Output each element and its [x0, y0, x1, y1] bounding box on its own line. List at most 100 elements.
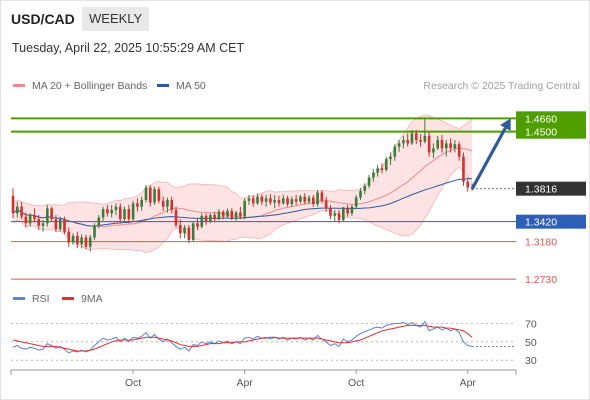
candle-body: [363, 185, 367, 191]
candle-body: [367, 177, 371, 186]
candle-body: [414, 133, 418, 140]
candle-body: [239, 212, 242, 217]
candle-body: [76, 235, 79, 245]
candle-body: [24, 216, 28, 224]
candle-body: [123, 209, 126, 220]
rsi-ma-swatch: [62, 296, 74, 300]
candle-body: [453, 144, 457, 149]
candle-body: [209, 215, 212, 222]
candle-body: [277, 200, 281, 204]
candle-body: [41, 223, 45, 226]
candle-body: [281, 198, 285, 204]
candle-body: [346, 208, 349, 214]
timestamp: Tuesday, April 22, 2025 10:55:29 AM CET: [12, 41, 245, 55]
candle-body: [157, 189, 161, 201]
candle-body: [20, 206, 23, 217]
candle-body: [63, 219, 66, 232]
candle-body: [406, 140, 409, 144]
candle-body: [93, 225, 96, 238]
rsi-tick-1: 50: [525, 337, 537, 349]
candle-body: [88, 237, 92, 247]
candle-body: [393, 146, 397, 157]
rsi-swatch: [13, 296, 25, 300]
x-tick-label-3: Apr: [460, 377, 477, 389]
candle-body: [58, 219, 62, 230]
candle-body: [204, 215, 208, 222]
candle-body: [372, 172, 375, 178]
candle-body: [457, 144, 461, 157]
candle-body: [118, 206, 122, 220]
candle-body: [230, 210, 234, 219]
candle-body: [440, 140, 444, 149]
x-tick-label-1: Apr: [236, 377, 253, 389]
level-label-5: 1.2730: [525, 274, 557, 286]
candle-body: [389, 156, 392, 160]
candle-body: [37, 219, 41, 226]
candle-body: [380, 168, 384, 170]
candle-body: [402, 140, 405, 144]
candle-body: [273, 200, 276, 203]
candle-body: [131, 203, 135, 220]
candle-body: [140, 200, 143, 207]
candle-body: [243, 200, 246, 217]
candle-body: [290, 199, 294, 205]
level-label-box-1: [516, 124, 586, 139]
candle-body: [170, 200, 174, 210]
level-label-box-3: [516, 214, 586, 229]
ma50-swatch: [157, 83, 169, 87]
candle-body: [247, 198, 251, 201]
candle-body: [307, 197, 311, 202]
candle-body: [376, 168, 379, 173]
x-tick-label-2: Oct: [348, 377, 364, 389]
candle-body: [110, 210, 113, 214]
candle-body: [312, 197, 315, 205]
candle-body: [183, 227, 186, 234]
level-label-box-2: [516, 181, 586, 196]
candle-body: [337, 213, 341, 220]
candle-body: [432, 148, 435, 153]
bollinger-band: [13, 114, 473, 253]
candle-body: [179, 225, 182, 234]
candle-body: [449, 143, 452, 149]
legend-ma20-label: MA 20 + Bollinger Bands: [32, 80, 148, 92]
legend-ma50-label: MA 50: [176, 80, 206, 92]
candle-body: [427, 135, 431, 153]
candle-body: [226, 210, 229, 217]
candle-body: [436, 140, 440, 149]
candle-body: [333, 213, 337, 216]
candle-body: [71, 235, 75, 243]
candle-body: [423, 135, 427, 142]
candle-body: [84, 237, 88, 247]
currency-pair-title: USD/CAD: [11, 11, 75, 27]
legend-ma20: MA 20 + Bollinger Bands: [13, 80, 147, 92]
candle-body: [234, 212, 238, 219]
candle-body: [342, 208, 345, 220]
candle-body: [50, 208, 53, 220]
candle-body: [213, 215, 216, 220]
candle-body: [15, 206, 19, 214]
rsi-ma-line: [12, 324, 473, 352]
candle-body: [444, 143, 448, 149]
period-badge[interactable]: WEEKLY: [82, 7, 150, 31]
candle-body: [46, 208, 49, 224]
candle-body: [466, 181, 470, 188]
candle-body: [350, 206, 354, 214]
legend-rsi-label: RSI: [32, 293, 50, 305]
candle-body: [260, 196, 264, 202]
candle-body: [67, 231, 71, 243]
candle-body: [191, 223, 195, 240]
candle-body: [384, 159, 388, 170]
bollinger-lower: [12, 166, 473, 254]
level-label-1: 1.4500: [525, 127, 557, 139]
candle-body: [148, 187, 152, 203]
candle-body: [144, 187, 148, 200]
candle-body: [101, 209, 105, 218]
candle-body: [187, 227, 191, 240]
candle-body: [80, 237, 83, 245]
candle-body: [251, 198, 255, 204]
candle-body: [114, 206, 118, 210]
ma50-line: [12, 178, 473, 227]
candle-body: [196, 223, 199, 227]
rsi-tick-2: 30: [525, 355, 537, 367]
